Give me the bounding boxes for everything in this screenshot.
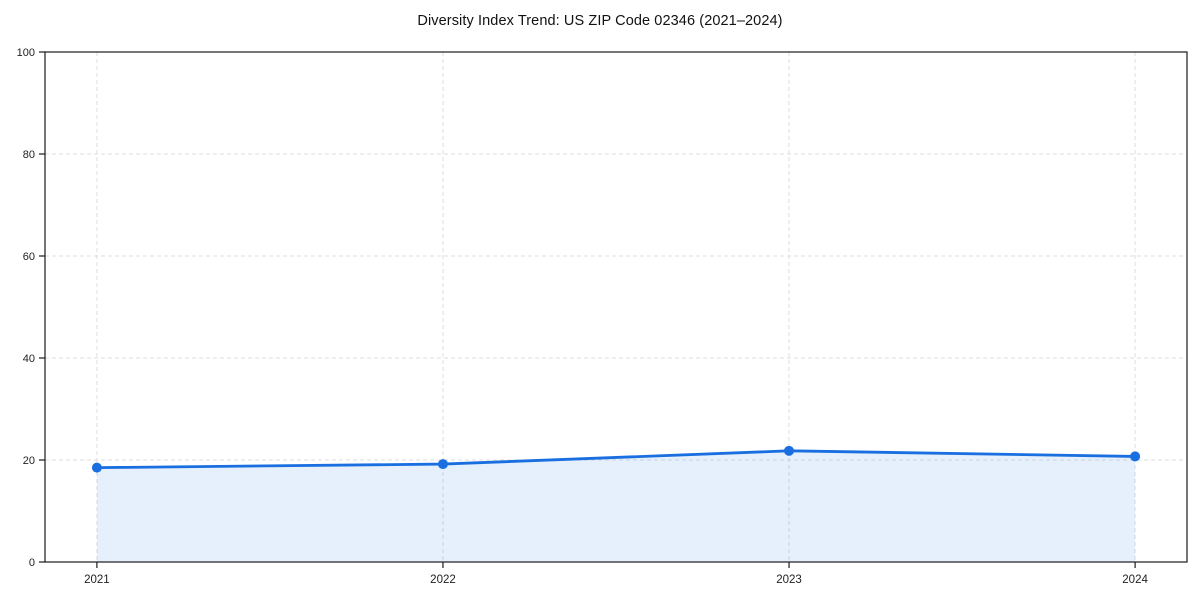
x-tick-label: 2023 bbox=[776, 574, 802, 586]
y-tick-label: 40 bbox=[23, 353, 35, 365]
y-tick-label: 80 bbox=[23, 149, 35, 161]
x-tick-label: 2022 bbox=[430, 574, 456, 586]
data-point-marker bbox=[437, 459, 448, 470]
plot-spines bbox=[44, 51, 1188, 563]
data-point-marker bbox=[784, 445, 795, 456]
chart-title: Diversity Index Trend: US ZIP Code 02346… bbox=[417, 13, 783, 29]
trend-line bbox=[95, 449, 1137, 470]
x-tick-label: 2021 bbox=[84, 574, 110, 586]
y-tick-label: 60 bbox=[23, 251, 35, 263]
y-tick-label: 20 bbox=[23, 455, 35, 467]
data-point-marker bbox=[1130, 451, 1141, 462]
x-tick-label: 2024 bbox=[1122, 574, 1148, 586]
y-tick-label: 0 bbox=[29, 557, 35, 569]
data-point-marker bbox=[91, 462, 102, 473]
area-fill bbox=[96, 450, 1136, 562]
y-tick-label: 100 bbox=[17, 47, 35, 59]
